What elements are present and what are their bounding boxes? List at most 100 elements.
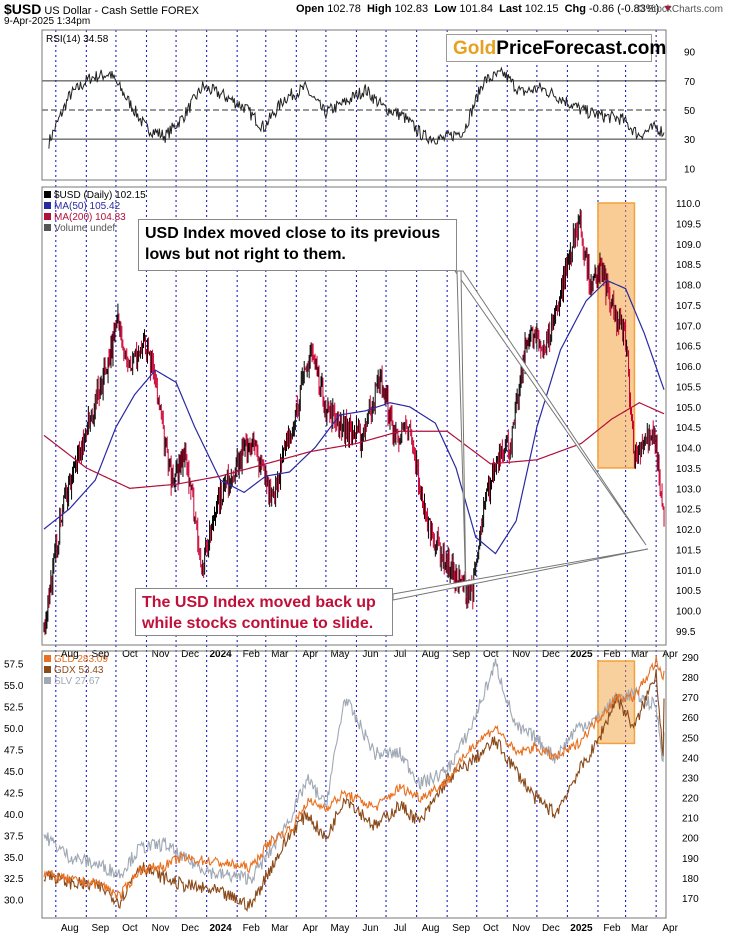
cmd-left-tick: 55.0: [4, 681, 24, 692]
x-tick-label: Feb: [243, 923, 261, 934]
x-tick-label: Nov: [512, 923, 530, 934]
usd-tick-label: 99.5: [676, 627, 696, 638]
legend-swatch: [44, 666, 51, 673]
low-label: Low: [434, 3, 457, 15]
x-tick-label: Dec: [542, 649, 560, 660]
x-tick-label: Apr: [662, 923, 678, 934]
annotation-top: USD Index moved close to its previous lo…: [138, 219, 457, 271]
x-tick-label: Nov: [152, 923, 170, 934]
month-gridlines: [55, 30, 657, 918]
goldpriceforecast-logo[interactable]: GoldPriceForecast.com: [446, 34, 666, 62]
rsi-tick-label: 50: [684, 106, 696, 117]
x-tick-label: Aug: [61, 923, 79, 934]
x-tick-label: Dec: [542, 923, 560, 934]
cmd-legend-entry: GDX 53.43: [54, 665, 104, 676]
series-gdx: [43, 669, 665, 912]
chart-date: 9-Apr-2025 1:34pm: [4, 16, 91, 27]
usd-price-panel: 110.0 109.5 109.0 108.5 108.0 107.5 107.0 106.5…: [43, 190, 701, 638]
x-tick-label: Jun: [362, 649, 378, 660]
down-arrow-icon: ▼: [662, 3, 674, 15]
cmd-left-tick: 30.0: [4, 896, 24, 907]
usd-tick-label: 105.5: [676, 382, 701, 393]
usd-tick-label: 107.0: [676, 321, 701, 332]
x-tick-label: Aug: [61, 649, 79, 660]
x-tick-label: Dec: [181, 923, 199, 934]
cmd-left-tick: 45.0: [4, 767, 24, 778]
cmd-right-tick: 220: [682, 794, 699, 805]
rsi-tick-label: 30: [684, 135, 696, 146]
usd-tick-label: 103.5: [676, 464, 701, 475]
highlight-box: [597, 202, 636, 469]
panel-frame: [41, 186, 667, 646]
usd-tick-label: 107.5: [676, 301, 701, 312]
cmd-left-tick: 57.5: [4, 660, 24, 671]
annotation-pointers: [392, 270, 649, 601]
x-tick-label: Aug: [422, 649, 440, 660]
cmd-right-tick: 260: [682, 713, 699, 724]
x-tick-label: Apr: [662, 649, 678, 660]
x-axis: Aug Aug Sep Sep Oct Oct Nov Nov Dec Dec 2024 2024 Fe…: [61, 649, 679, 934]
usd-legend-entry: $USD (Daily) 102.15: [54, 190, 146, 201]
usd-tick-label: 100.5: [676, 586, 701, 597]
cmd-legend-entry: GLD 283.09: [54, 654, 108, 665]
quote-bar: Open 102.78 High 102.83 Low 101.84 Last …: [296, 3, 673, 15]
series-slv: [43, 658, 665, 885]
x-tick-label: May: [330, 923, 349, 934]
panel-frame: [41, 650, 667, 919]
rsi-tick-label: 70: [684, 77, 696, 88]
x-tick-label: Jul: [394, 649, 407, 660]
symbol-name: US Dollar - Cash Settle FOREX: [44, 5, 200, 17]
cmd-right-tick: 180: [682, 874, 699, 885]
x-tick-label: May: [330, 649, 349, 660]
bottom-pointer: [392, 548, 649, 601]
cmd-left-tick: 32.5: [4, 874, 24, 885]
high-value: 102.83: [394, 3, 429, 15]
usd-tick-label: 101.0: [676, 566, 701, 577]
cmd-right-tick: 270: [682, 693, 699, 704]
cmd-left-tick: 42.5: [4, 788, 24, 799]
rsi-tick-label: 90: [684, 48, 696, 59]
cmd-left-tick: 50.0: [4, 724, 24, 735]
logo-rest: PriceForecast.com: [496, 38, 667, 59]
cmd-right-tick: 230: [682, 773, 699, 784]
high-label: High: [366, 3, 392, 15]
rsi-legend: RSI(14) 34.58: [46, 34, 109, 45]
legend-swatch: [44, 224, 51, 231]
cmd-right-tick: 280: [682, 673, 699, 684]
cmd-left-tick: 35.0: [4, 853, 24, 864]
legend-swatch: [44, 202, 51, 209]
x-tick-label: Dec: [181, 649, 199, 660]
legend-swatch: [44, 213, 51, 220]
last-label: Last: [499, 3, 522, 15]
usd-tick-label: 103.0: [676, 484, 701, 495]
cmd-left-tick: 52.5: [4, 703, 24, 714]
cmd-left-tick: 40.0: [4, 810, 24, 821]
x-tick-label: Mar: [271, 923, 289, 934]
series-gld: [43, 656, 665, 900]
x-tick-label: Sep: [91, 923, 109, 934]
usd-tick-label: 101.5: [676, 545, 701, 556]
usd-tick-label: 110.0: [676, 199, 701, 210]
usd-tick-label: 104.0: [676, 444, 701, 455]
x-tick-label: Oct: [122, 649, 138, 660]
cmd-right-tick: 290: [682, 653, 699, 664]
x-tick-label: Jun: [362, 923, 378, 934]
x-tick-label: Oct: [122, 923, 138, 934]
chart-header: $USD US Dollar - Cash Settle FOREX: [4, 1, 199, 17]
x-tick-label: Feb: [243, 649, 261, 660]
annotation-bottom: The USD Index moved back up while stocks…: [135, 588, 393, 636]
x-tick-label: Sep: [452, 923, 470, 934]
usd-tick-label: 102.0: [676, 525, 701, 536]
x-tick-label: 2024: [210, 649, 233, 660]
ma50-line: [43, 279, 665, 555]
symbol: $USD: [4, 1, 42, 17]
usd-tick-label: 102.5: [676, 505, 701, 516]
x-tick-label: Feb: [603, 649, 621, 660]
rsi-series-line: [48, 66, 665, 149]
cmd-right-tick: 200: [682, 834, 699, 845]
top-pointer-2: [456, 270, 467, 599]
cmd-legend-entry: SLV 27.67: [54, 676, 100, 687]
usd-tick-label: 109.0: [676, 240, 701, 251]
stockcharts-credit[interactable]: © StockCharts.com: [636, 4, 723, 15]
